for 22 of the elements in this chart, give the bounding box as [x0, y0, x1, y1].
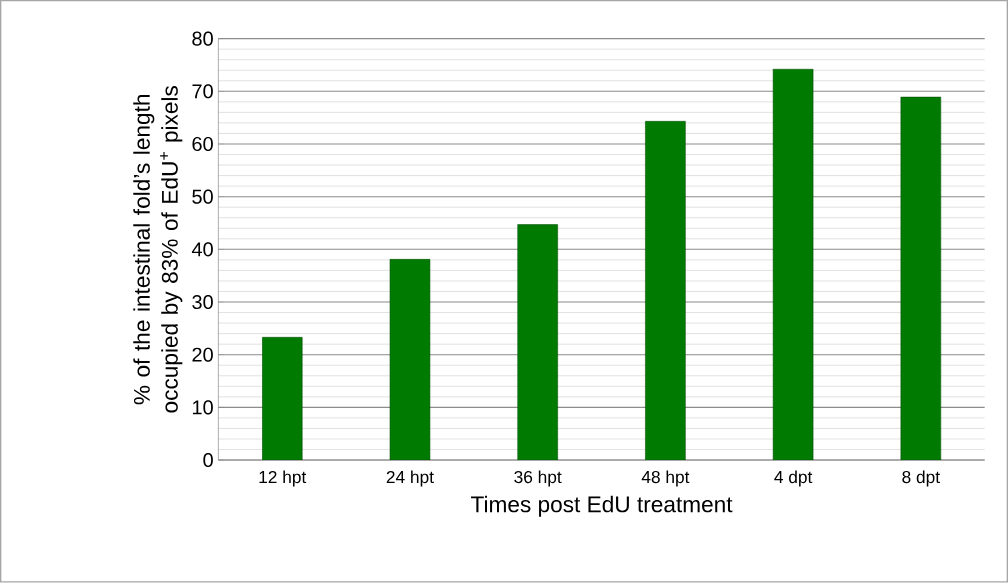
y-tick-label: 20 [192, 347, 213, 362]
x-axis-title: Times post EdU treatment [470, 495, 733, 518]
x-tick-label: 24 hpt [386, 470, 434, 487]
bar [517, 224, 558, 461]
bar [772, 69, 814, 461]
y-tick-label: 70 [192, 84, 213, 99]
bar [262, 337, 303, 461]
x-tick-label: 8 dpt [902, 470, 940, 487]
x-tick-label: 48 hpt [641, 470, 690, 487]
x-tick-label: 4 dpt [774, 470, 813, 487]
bar [645, 121, 686, 461]
x-tick-label: 36 hpt [514, 470, 562, 487]
y-tick-label: 60 [192, 137, 213, 152]
y-tick-label: 0 [203, 453, 213, 468]
y-tick-label: 80 [192, 31, 213, 46]
x-tick-label: 12 hpt [259, 470, 307, 487]
y-tick-label: 30 [192, 295, 213, 310]
y-tick-label: 40 [191, 242, 213, 257]
bar [389, 259, 431, 461]
bar [900, 97, 942, 461]
y-tick-label: 10 [192, 400, 213, 415]
y-tick-label: 50 [192, 189, 213, 204]
